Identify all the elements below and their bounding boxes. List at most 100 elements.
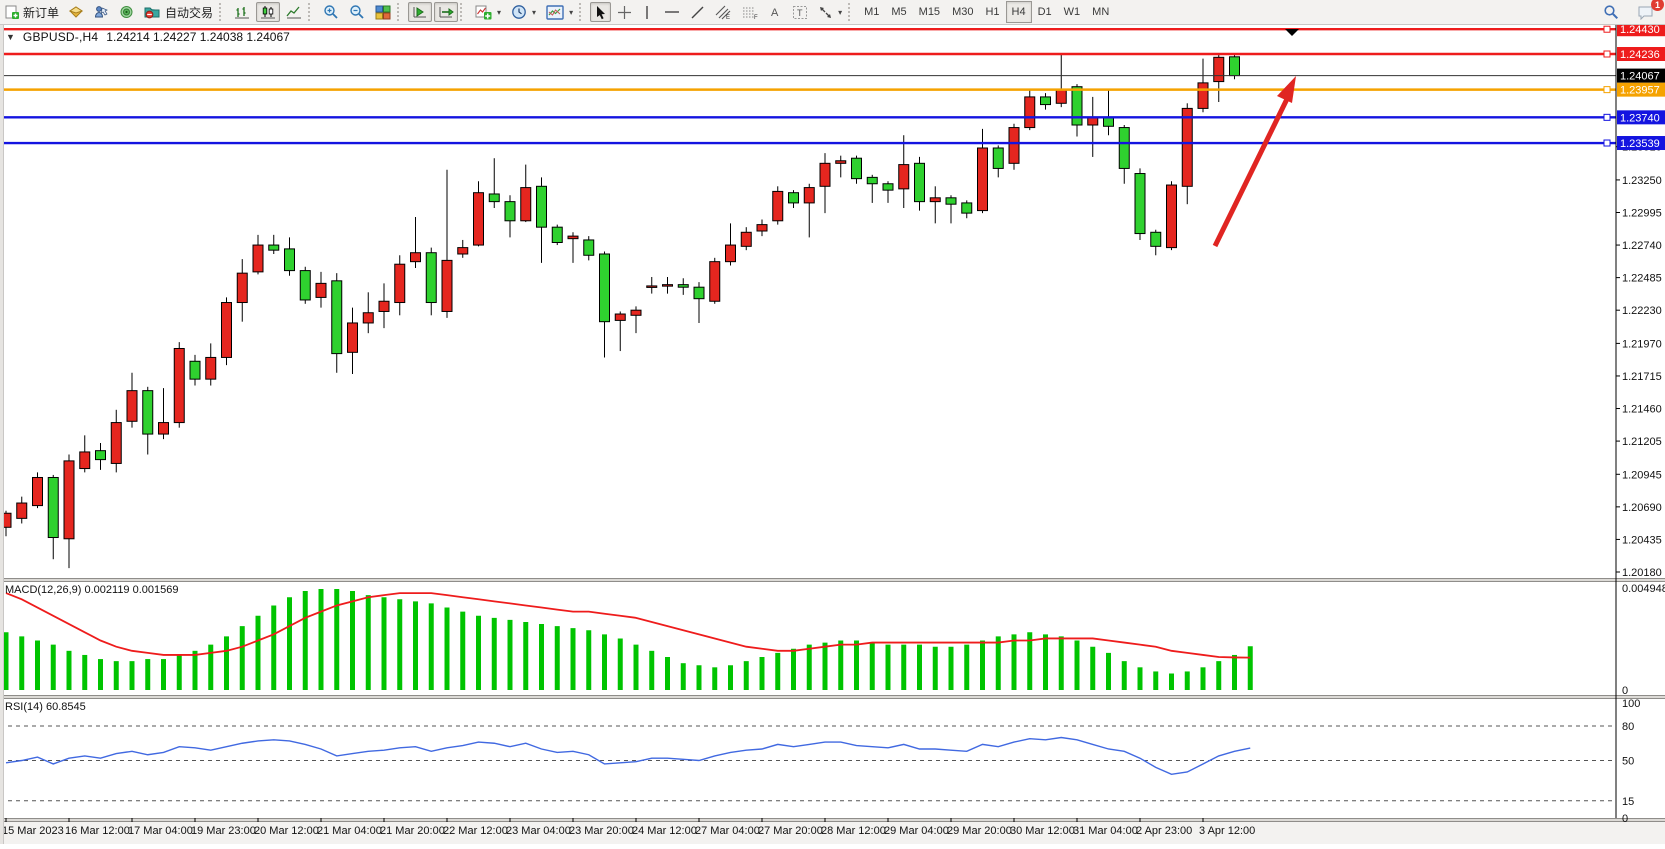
chart-canvas[interactable]: 1.235101.232501.229951.227401.224851.222… [0, 22, 1665, 844]
text-label-icon: T [792, 5, 808, 20]
timeframe-button-m15[interactable]: M15 [918, 6, 941, 18]
candle [614, 313, 626, 321]
timeframe-button-h4[interactable]: H4 [1005, 1, 1032, 23]
svg-text:E: E [726, 15, 730, 20]
zoom-out-button[interactable] [345, 2, 369, 22]
terminal-icon [119, 5, 134, 19]
hline-handle[interactable] [1603, 139, 1611, 147]
time-tick-label: 23 Mar 20:00 [569, 825, 634, 837]
bar-chart-button[interactable] [230, 2, 254, 22]
candle [709, 261, 721, 302]
chart-area[interactable]: ▼ GBPUSD-,H4 1.24214 1.24227 1.24038 1.2… [0, 22, 1665, 844]
timeframe-button-h1[interactable]: H1 [985, 6, 1000, 18]
candle [158, 422, 169, 435]
fibonacci-button[interactable]: F [738, 2, 763, 22]
candle [1181, 107, 1193, 187]
horizontal-line-button[interactable] [660, 2, 684, 22]
candle [772, 190, 784, 222]
new-order-label: 新订单 [23, 5, 60, 20]
tile-windows-button[interactable] [371, 2, 395, 22]
zoom-in-button[interactable] [319, 2, 343, 22]
candlestick-chart-button[interactable] [256, 2, 281, 22]
add-indicator-button[interactable]: ▾ [471, 2, 505, 22]
trend-arrow-shaft[interactable] [1212, 97, 1290, 248]
periods-button[interactable]: ▾ [507, 2, 540, 22]
time-tick-label: 27 Mar 20:00 [758, 825, 823, 837]
candle [1118, 127, 1130, 169]
hline-handle[interactable] [1603, 86, 1611, 94]
timeframe-button-mn[interactable]: MN [1092, 6, 1110, 18]
chat-button[interactable]: 1 [1633, 0, 1664, 22]
pane-separator-rsi[interactable] [0, 695, 1665, 699]
hline-handle[interactable] [1603, 113, 1611, 121]
timeframe-button-m1[interactable]: M1 [864, 6, 880, 18]
terminal-button[interactable] [115, 2, 138, 22]
price-tick-label: 1.23250 [1622, 175, 1662, 187]
macd-axis-top-label: 0.004948 [1622, 583, 1665, 595]
hline-price-label-bg [1617, 47, 1665, 61]
search-icon [1603, 4, 1619, 20]
chart-title-collapse-icon[interactable]: ▼ [6, 32, 15, 42]
horizontal-line-icon [664, 7, 680, 17]
candle [1229, 56, 1240, 77]
vertical-line-button[interactable] [638, 2, 658, 22]
candle [520, 187, 532, 222]
time-tick-label: 22 Mar 12:00 [443, 825, 508, 837]
new-order-button[interactable]: 新订单 [1, 2, 63, 22]
hline-handle[interactable] [1603, 50, 1611, 58]
arrows-button[interactable]: ▾ [814, 2, 846, 22]
trend-arrow-head[interactable] [1277, 76, 1296, 103]
candle [819, 162, 831, 187]
navigator-button[interactable] [90, 2, 113, 22]
line-chart-button[interactable] [282, 2, 306, 22]
templates-button[interactable]: ▾ [542, 2, 577, 22]
hline-price-label-bg [1617, 136, 1665, 151]
ohlc-values: 1.24214 1.24227 1.24038 1.24067 [106, 30, 290, 44]
auto-scroll-button[interactable] [408, 2, 433, 22]
price-tick-label: 1.22995 [1622, 207, 1662, 219]
time-tick-label: 30 Mar 12:00 [1010, 825, 1075, 837]
candle [788, 192, 799, 204]
price-tick-label: 1.20180 [1622, 567, 1662, 579]
timeframe-button-d1[interactable]: D1 [1037, 6, 1052, 18]
candle [331, 280, 343, 355]
down-triangle-marker[interactable] [1285, 29, 1299, 36]
candle [16, 502, 28, 519]
cursor-button[interactable] [590, 2, 612, 22]
rsi-axis-label-50: 50 [1622, 756, 1634, 768]
hline-price-label: 1.23957 [1620, 85, 1660, 97]
periods-clock-icon [511, 4, 527, 20]
candle [47, 476, 59, 539]
chart-background [0, 24, 1665, 844]
timeframe-button-w1[interactable]: W1 [1063, 6, 1081, 18]
trendline-button[interactable] [686, 2, 709, 22]
pane-separator-bottom[interactable] [0, 818, 1665, 822]
rsi-axis-label-0: 0 [1622, 813, 1628, 825]
tile-windows-icon [375, 5, 391, 20]
candle [567, 235, 579, 240]
autotrading-button[interactable]: 自动交易 [140, 2, 217, 22]
equidistant-channel-button[interactable]: E [711, 2, 736, 22]
candlestick-chart-icon [260, 5, 276, 20]
timeframe-button-m5[interactable]: M5 [891, 6, 907, 18]
candle [362, 312, 374, 324]
search-button[interactable] [1599, 2, 1623, 22]
text-button[interactable]: A [765, 2, 786, 22]
candle [882, 183, 894, 191]
text-icon: A [769, 5, 782, 19]
market-watch-button[interactable] [65, 2, 88, 22]
candle [725, 244, 736, 263]
time-tick-label: 20 Mar 12:00 [254, 825, 319, 837]
price-tick-label: 1.21205 [1622, 436, 1662, 448]
timeframe-button-m30[interactable]: M30 [952, 6, 974, 18]
toolbar-separator [848, 3, 857, 21]
time-tick-label: 21 Mar 04:00 [317, 825, 382, 837]
hline-handle[interactable] [1603, 25, 1611, 33]
macd-signal-line [5, 592, 1251, 659]
candle [126, 390, 138, 422]
candle [536, 185, 547, 228]
pane-separator-macd[interactable] [0, 578, 1665, 582]
chart-shift-button[interactable] [434, 2, 459, 22]
crosshair-button[interactable] [613, 2, 636, 22]
text-label-button[interactable]: T [788, 2, 812, 22]
